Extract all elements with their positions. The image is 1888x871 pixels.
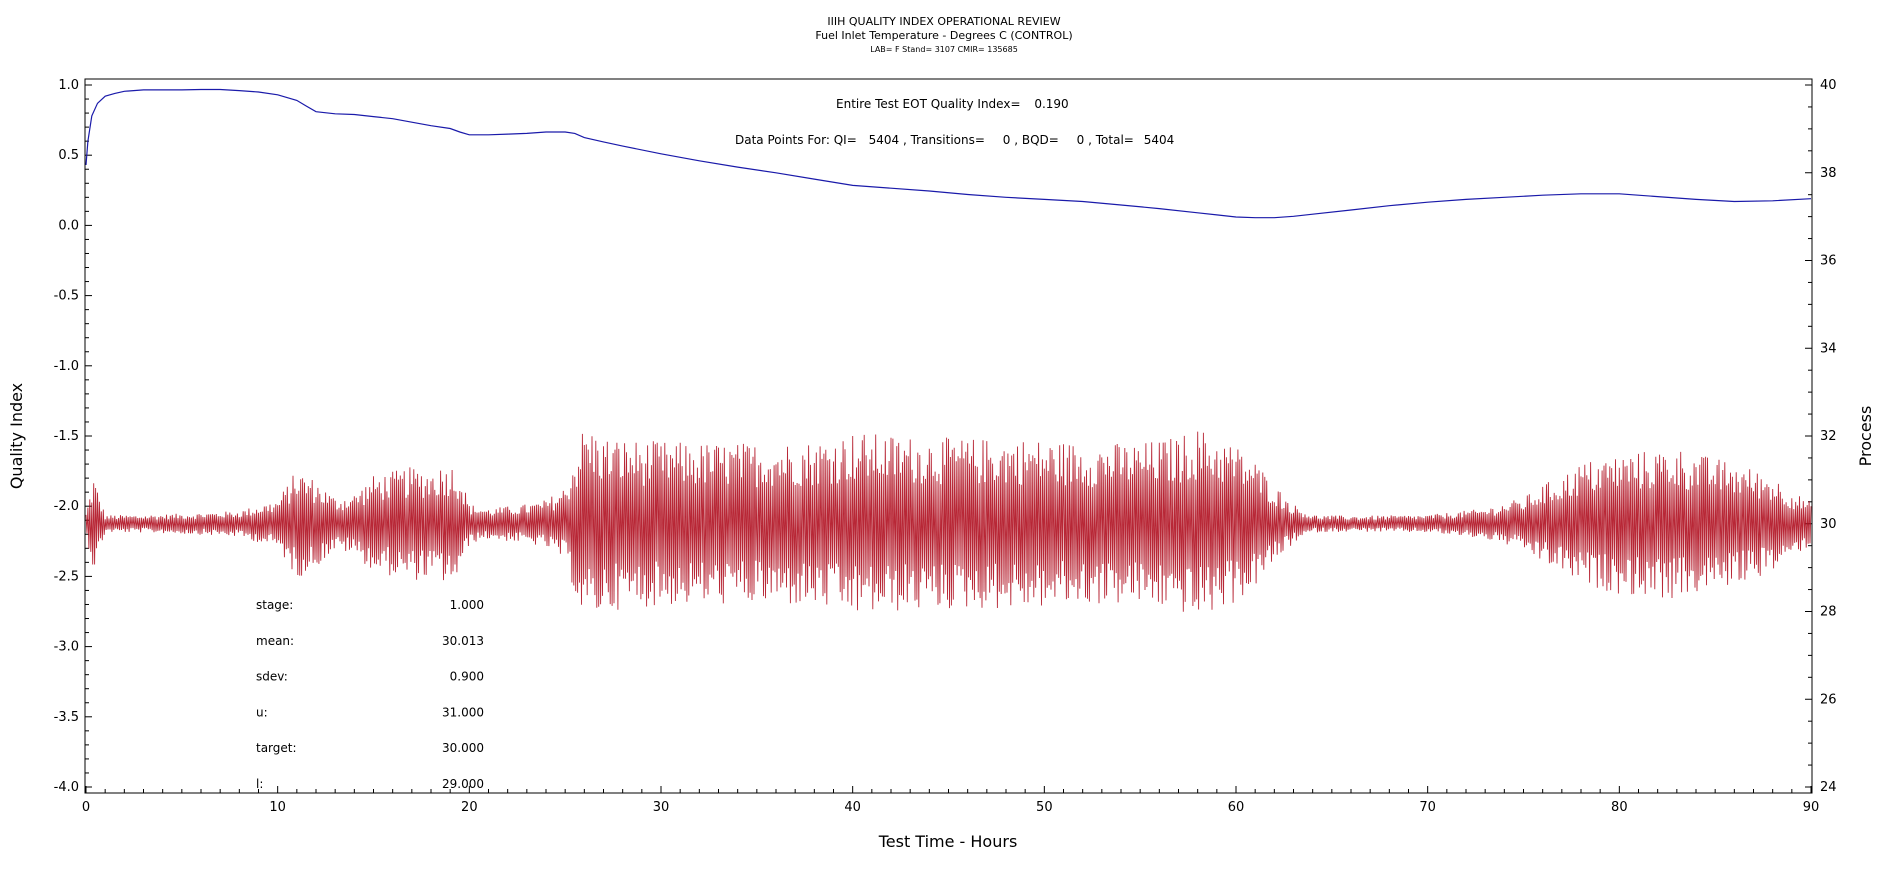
- x-tick-label: 80: [1611, 800, 1628, 815]
- y-right-tick-label: 34: [1820, 341, 1837, 356]
- y-axis-right-title: Process: [1856, 406, 1875, 467]
- y-axis-left-title: Quality Index: [7, 383, 26, 489]
- y-axis-right: 40 38 36 34 32 30 28 26 24: [1805, 78, 1837, 795]
- plot-frame: [84, 78, 1813, 794]
- quality-index-line: [85, 88, 1812, 219]
- y-left-tick-label: -3.0: [54, 640, 79, 655]
- y-left-tick-label: -1.5: [54, 429, 79, 444]
- stat-label: sdev:: [256, 670, 288, 684]
- transitions-value: 0: [1003, 133, 1011, 147]
- y-right-tick-label: 38: [1820, 166, 1837, 181]
- y-right-tick-label: 26: [1820, 692, 1837, 707]
- x-tick-label: 40: [844, 800, 861, 815]
- x-tick-label: 10: [269, 800, 286, 815]
- stat-label: target:: [256, 741, 297, 755]
- y-right-tick-label: 32: [1820, 429, 1837, 444]
- quality-index-series: [85, 88, 1812, 219]
- chart-subtitle-2: LAB= F Stand= 3107 CMIR= 135685: [870, 45, 1018, 54]
- x-tick-label: 70: [1419, 800, 1436, 815]
- stat-label: stage:: [256, 598, 293, 612]
- y-axis-left: 1.0 0.5 0.0 -0.5 -1.0 -1.5 -2.0 -2.5 -3.0 -3.5 -4.…: [54, 78, 92, 795]
- chart-title: IIIH QUALITY INDEX OPERATIONAL REVIEW: [827, 15, 1060, 28]
- x-tick-label: 60: [1228, 800, 1245, 815]
- y-left-tick-label: -2.0: [54, 499, 79, 514]
- svg-text:Entire Test EOT Quality Index=: Entire Test EOT Quality Index= 0.190: [836, 97, 1069, 111]
- x-tick-label: 0: [82, 800, 90, 815]
- stat-value: 1.000: [450, 598, 484, 612]
- qi-label: Data Points For: QI=: [735, 133, 857, 147]
- y-left-tick-label: 0.5: [58, 148, 79, 163]
- y-left-tick-label: -3.5: [54, 710, 79, 725]
- process-line: [85, 431, 1812, 612]
- stat-value: 31.000: [442, 705, 484, 719]
- data-points-annotation: Data Points For: QI= 5404 , Transitions=…: [735, 133, 1174, 147]
- qi-count: 5404: [869, 133, 900, 147]
- process-series: [85, 431, 1812, 612]
- svg-text:Data Points For: QI= 540: Data Points For: QI= 5404 , Transitions=…: [735, 133, 1174, 147]
- y-right-tick-label: 40: [1820, 78, 1837, 93]
- bqd-value: 0: [1077, 133, 1085, 147]
- eot-label: Entire Test EOT Quality Index=: [836, 97, 1021, 111]
- stat-label: l:: [256, 777, 263, 791]
- transitions-label: , Transitions=: [903, 133, 985, 147]
- stat-value: 29.000: [442, 777, 484, 791]
- stat-value: 30.013: [442, 634, 484, 648]
- bqd-label: , BQD=: [1014, 133, 1059, 147]
- y-left-tick-label: -4.0: [54, 780, 79, 795]
- stat-value: 30.000: [442, 741, 484, 755]
- x-tick-label: 50: [1036, 800, 1053, 815]
- stat-label: mean:: [256, 634, 294, 648]
- y-left-tick-label: 1.0: [58, 78, 79, 93]
- eot-value: 0.190: [1034, 97, 1068, 111]
- total-label: , Total=: [1088, 133, 1134, 147]
- x-axis-title: Test Time - Hours: [878, 832, 1018, 851]
- y-left-tick-label: -2.5: [54, 569, 79, 584]
- y-left-tick-label: 0.0: [58, 218, 79, 233]
- y-left-tick-label: -1.0: [54, 359, 79, 374]
- stat-label: u:: [256, 705, 268, 719]
- y-left-tick-label: -0.5: [54, 289, 79, 304]
- stats-block: stage: 1.000 mean: 30.013 sdev: 0.900 u: 31.000…: [256, 598, 484, 791]
- x-tick-label: 20: [461, 800, 478, 815]
- x-tick-label: 30: [653, 800, 670, 815]
- eot-annotation: Entire Test EOT Quality Index= 0.190: [836, 97, 1069, 111]
- y-right-tick-label: 36: [1820, 254, 1837, 269]
- x-axis: 0 10 20 30 40 50 60 70 80 90: [82, 786, 1819, 815]
- chart-subtitle: Fuel Inlet Temperature - Degrees C (CONT…: [815, 29, 1072, 42]
- stat-value: 0.900: [450, 670, 484, 684]
- y-right-tick-label: 28: [1820, 605, 1837, 620]
- total-value: 5404: [1144, 133, 1175, 147]
- y-right-tick-label: 24: [1820, 780, 1837, 795]
- x-tick-label: 90: [1803, 800, 1820, 815]
- y-right-tick-label: 30: [1820, 517, 1837, 532]
